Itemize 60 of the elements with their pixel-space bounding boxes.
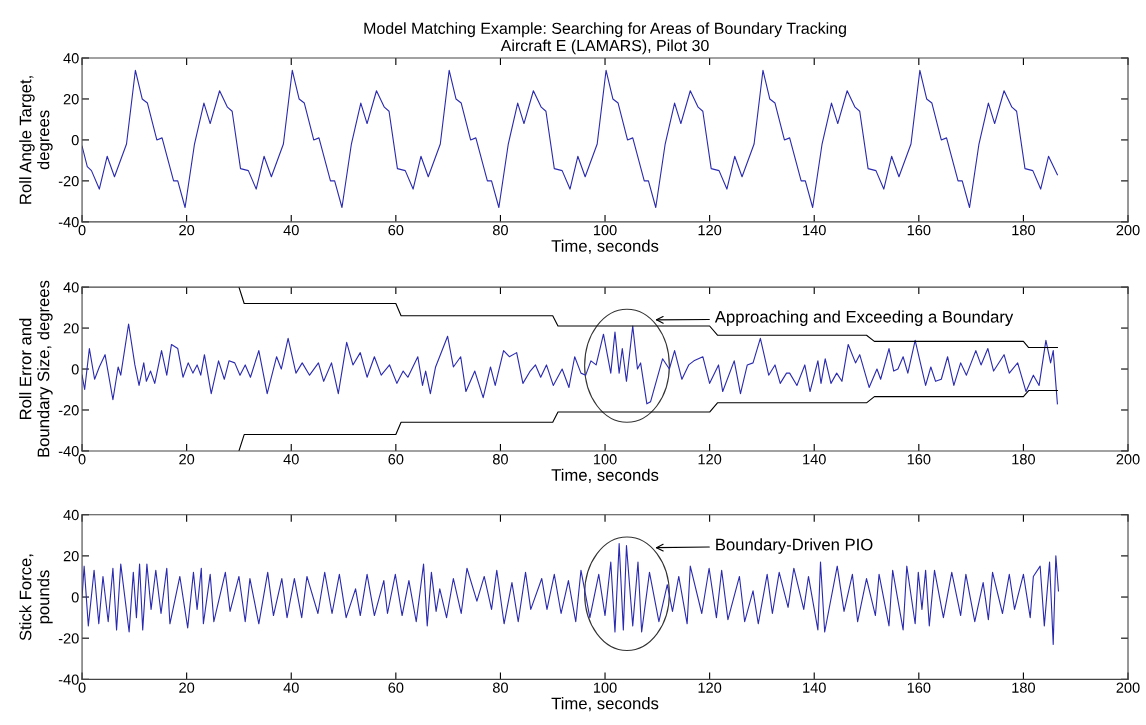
annotation: Boundary-Driven PIO: [716, 538, 873, 554]
y-tick-label: 0: [71, 364, 79, 375]
y-tick-label: -20: [58, 175, 79, 187]
y-tick-label: 40: [63, 282, 79, 293]
x-axis-title: Time, seconds: [551, 239, 659, 254]
y-tick-label: 40: [63, 509, 79, 521]
x-axis-title: Time, seconds: [551, 697, 659, 712]
x-tick-label: 160: [907, 454, 931, 465]
x-tick-label: 100: [593, 682, 617, 693]
x-tick-label: 120: [698, 225, 722, 236]
y-tick-label: 40: [63, 53, 79, 64]
y-tick-label: 20: [63, 94, 79, 105]
x-tick-label: 80: [492, 225, 508, 236]
y-axis-title: Roll Error and Boundary Size, degrees: [19, 280, 53, 457]
x-tick-label: 160: [907, 225, 931, 236]
chart-title: Model Matching Example: Searching for Areas of Boundary Tracking Aircraft E (LAMARS), Pilot 30: [364, 22, 846, 55]
annotation: Approaching and Exceeding a Boundary: [714, 310, 1014, 326]
x-tick-label: 120: [698, 682, 722, 693]
x-tick-label: 20: [179, 682, 195, 693]
x-tick-label: 140: [803, 682, 826, 693]
x-tick-label: 200: [1116, 682, 1140, 693]
y-tick-label: -40: [58, 216, 79, 228]
x-tick-label: 160: [907, 682, 931, 693]
y-tick-label: 20: [63, 323, 79, 334]
x-tick-label: 80: [492, 454, 508, 465]
x-tick-label: 0: [78, 225, 86, 236]
x-tick-label: 180: [1012, 682, 1036, 693]
y-tick-label: -40: [58, 446, 79, 457]
y-tick-label: -40: [58, 674, 79, 685]
x-tick-label: 200: [1116, 454, 1140, 465]
y-axis-title: Roll Angle Target, degrees: [19, 76, 53, 204]
line-series: [82, 69, 1058, 209]
x-tick-label: 60: [388, 225, 404, 236]
x-tick-label: 140: [803, 225, 826, 236]
x-tick-label: 20: [179, 454, 195, 465]
x-tick-label: 0: [78, 454, 86, 465]
y-axis-title: Stick Force, pounds: [19, 554, 53, 641]
x-tick-label: 80: [492, 682, 508, 693]
x-tick-label: 40: [283, 682, 299, 693]
line-series: [238, 287, 1058, 349]
x-tick-label: 60: [388, 454, 404, 465]
x-tick-label: 200: [1116, 225, 1140, 236]
x-tick-label: 60: [388, 682, 404, 693]
y-tick-label: -20: [58, 405, 79, 416]
x-axis-title: Time, seconds: [551, 468, 659, 483]
x-tick-label: 180: [1012, 454, 1036, 465]
line-series: [238, 389, 1058, 451]
y-tick-label: 20: [63, 550, 79, 562]
y-tick-label: 0: [71, 135, 79, 146]
x-tick-label: 100: [593, 454, 617, 465]
y-tick-label: -20: [58, 633, 79, 644]
y-tick-label: 0: [71, 592, 79, 603]
x-tick-label: 120: [698, 454, 722, 465]
x-tick-label: 100: [593, 225, 617, 236]
x-tick-label: 40: [283, 225, 299, 236]
x-tick-label: 40: [283, 454, 299, 465]
x-tick-label: 180: [1012, 225, 1036, 236]
x-tick-label: 140: [803, 454, 826, 465]
x-tick-label: 20: [179, 225, 195, 236]
x-tick-label: 0: [78, 682, 86, 693]
